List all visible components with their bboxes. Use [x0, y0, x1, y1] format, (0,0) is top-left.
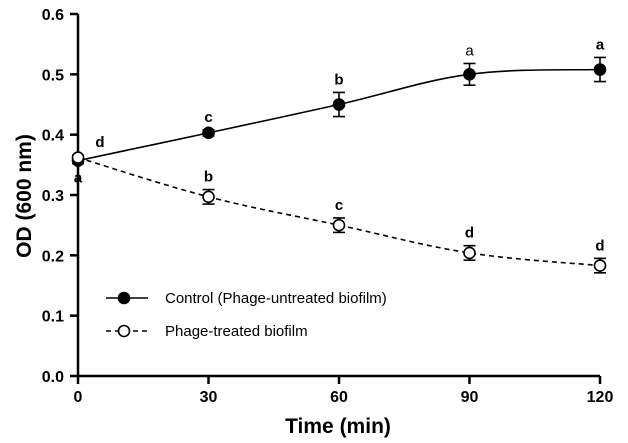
legend-label: Control (Phage-untreated biofilm)	[165, 290, 387, 307]
y-tick-label: 0.2	[42, 248, 64, 265]
y-tick-label: 0.5	[42, 67, 64, 84]
y-tick-label: 0.3	[42, 188, 64, 205]
data-point	[332, 98, 346, 111]
data-point	[593, 259, 607, 272]
series-1: a c b a a	[71, 36, 607, 187]
data-point	[463, 246, 476, 260]
data-point	[202, 126, 215, 140]
significance-label: c	[335, 197, 343, 214]
legend-marker	[117, 291, 131, 305]
axes: 0.0 0.1 0.2 0.3 0.4 0.5 0.6 0 30 60 90 120	[42, 7, 614, 406]
legend-marker	[117, 324, 131, 338]
y-tick-label: 0.1	[42, 309, 64, 326]
significance-label: c	[204, 109, 212, 126]
legend-item: Control (Phage-untreated biofilm)	[106, 290, 387, 307]
y-tick-label: 0.6	[42, 7, 64, 24]
legend-label: Phage-treated biofilm	[165, 323, 308, 340]
x-tick-label: 60	[330, 389, 348, 406]
x-tick-label: 0	[74, 389, 83, 406]
significance-label: d	[465, 225, 474, 242]
data-point	[593, 63, 607, 76]
data-point	[71, 151, 85, 164]
data-point	[202, 190, 215, 204]
y-axis-label: OD (600 nm)	[13, 134, 36, 258]
data-point	[332, 218, 346, 232]
x-tick-label: 90	[461, 389, 479, 406]
data-point	[463, 68, 476, 81]
significance-label: d	[595, 237, 604, 254]
legend: Control (Phage-untreated biofilm) Phage-t…	[106, 290, 387, 340]
significance-label: a	[74, 170, 83, 187]
significance-label: a	[465, 42, 474, 59]
series-2: d b c d d	[71, 134, 607, 274]
significance-label: b	[334, 71, 343, 88]
series-layer: a c b a a d b c d d	[71, 36, 607, 274]
x-tick-label: 120	[587, 389, 614, 406]
x-tick-label: 30	[200, 389, 218, 406]
significance-label: b	[204, 169, 213, 186]
x-axis-label: Time (min)	[285, 415, 391, 438]
legend-item: Phage-treated biofilm	[106, 323, 308, 340]
y-tick-label: 0.4	[42, 128, 64, 145]
y-tick-label: 0.0	[42, 369, 64, 386]
significance-label: a	[596, 36, 605, 53]
significance-label: d	[95, 134, 104, 151]
